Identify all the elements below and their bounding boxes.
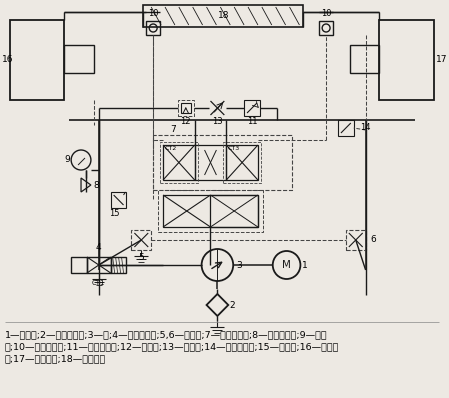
Text: 16: 16	[2, 55, 13, 64]
Bar	[64, 45, 94, 73]
Text: 7: 7	[170, 125, 176, 133]
Bar	[379, 20, 434, 100]
Bar	[319, 21, 333, 35]
Text: 5: 5	[138, 254, 144, 263]
Bar	[110, 257, 127, 273]
Text: 13: 13	[212, 117, 223, 127]
Text: 14: 14	[360, 123, 370, 133]
Text: 10: 10	[148, 10, 158, 18]
Text: 2: 2	[229, 300, 235, 310]
Text: 15: 15	[110, 209, 120, 219]
Text: 9: 9	[64, 156, 70, 164]
Bar	[163, 195, 258, 227]
Text: 8: 8	[93, 181, 99, 189]
Text: 12: 12	[180, 117, 191, 127]
Text: 1: 1	[301, 261, 307, 269]
Text: 3: 3	[236, 261, 242, 269]
Bar	[346, 230, 365, 250]
Text: 1—电动机;2—液压过滤器;3—泵;4—电磁换向阀;5,6—节流阀;7—电液换向阀;8—压力表开关;9—压力: 1—电动机;2—液压过滤器;3—泵;4—电磁换向阀;5,6—节流阀;7—电液换向…	[5, 330, 328, 339]
Text: CT3: CT3	[228, 146, 240, 152]
Bar	[195, 145, 226, 180]
Bar	[158, 190, 263, 232]
Bar	[153, 135, 291, 190]
Text: 11: 11	[247, 117, 257, 127]
Bar	[71, 257, 87, 273]
Text: CT2: CT2	[165, 146, 177, 152]
Bar	[211, 195, 258, 227]
Text: CT1: CT1	[92, 280, 106, 286]
Bar	[226, 145, 258, 180]
Bar	[160, 142, 198, 183]
Bar	[178, 100, 194, 116]
Bar	[350, 45, 379, 73]
Bar	[10, 20, 64, 100]
Bar	[338, 120, 354, 136]
Bar	[223, 142, 261, 183]
Bar	[143, 5, 304, 27]
Bar	[244, 100, 260, 116]
Text: 18: 18	[218, 12, 229, 21]
Text: 10: 10	[321, 10, 331, 18]
Text: M: M	[282, 260, 291, 270]
Text: 6: 6	[371, 236, 376, 244]
Bar	[163, 145, 195, 180]
Text: 4: 4	[96, 242, 101, 252]
Bar	[146, 21, 160, 35]
Text: 缸;17—右液压缸;18—上液压筱: 缸;17—右液压缸;18—上液压筱	[5, 354, 106, 363]
Bar	[110, 192, 127, 208]
Bar	[87, 257, 110, 273]
Bar	[181, 103, 191, 113]
Text: 表;10—液控单向阀;11—压力继电器;12—溢流阀;13—节流阀;14—液控单向阀;15—节流器;16—左液压: 表;10—液控单向阀;11—压力继电器;12—溢流阀;13—节流阀;14—液控单…	[5, 342, 339, 351]
Text: 17: 17	[436, 55, 447, 64]
Bar	[132, 230, 151, 250]
